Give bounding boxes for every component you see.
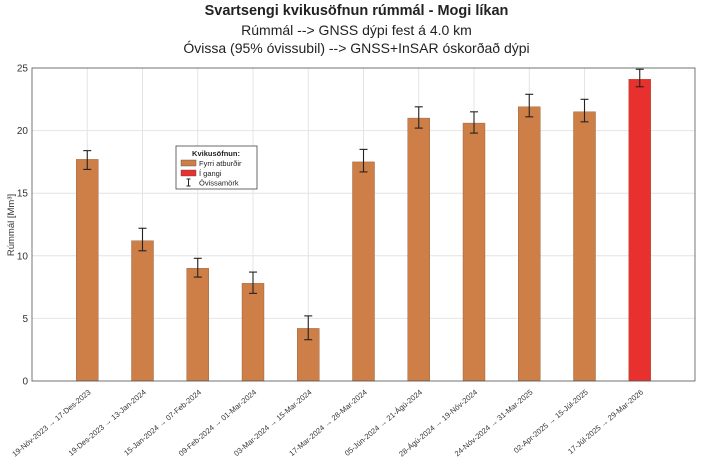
bar bbox=[131, 240, 154, 382]
error-bar bbox=[83, 150, 92, 170]
error-bar bbox=[525, 93, 534, 118]
y-tick-label: 5 bbox=[22, 314, 28, 325]
error-bar bbox=[304, 315, 313, 341]
legend-errorbar-icon bbox=[186, 178, 191, 187]
error-bar bbox=[470, 111, 478, 134]
y-tick-label: 20 bbox=[17, 126, 29, 137]
bar bbox=[462, 122, 486, 382]
chart-subtitle-2: Óvissa (95% óvissubil) --> GNSS+InSAR ós… bbox=[183, 40, 530, 56]
axes-frame bbox=[31, 67, 696, 382]
legend-box bbox=[175, 145, 258, 190]
error-bar bbox=[138, 227, 147, 252]
bar bbox=[76, 159, 99, 382]
legend-label-ongoing: Í gangi bbox=[199, 169, 222, 178]
error-bar bbox=[414, 106, 423, 129]
legend: Kvikusöfnun: Fyrri atburðir Í gangi Óvis… bbox=[175, 145, 258, 190]
legend-label-errorbar: Óvissamörk bbox=[199, 179, 239, 188]
legend-label-past: Fyrri atburðir bbox=[199, 159, 242, 168]
bar bbox=[352, 161, 375, 382]
error-bar bbox=[580, 98, 589, 123]
chart-subtitle-1: Rúmmál --> GNSS dýpi fest á 4.0 km bbox=[241, 22, 472, 38]
legend-swatch-past bbox=[180, 159, 197, 167]
error-bar bbox=[359, 148, 368, 173]
y-tick-label: 10 bbox=[17, 251, 29, 262]
error-bar bbox=[635, 68, 644, 88]
y-axis-label: Rúmmál [Mm³] bbox=[6, 194, 17, 256]
legend-swatch-ongoing bbox=[180, 169, 197, 177]
bar bbox=[518, 106, 541, 382]
y-tick-label: 0 bbox=[22, 377, 28, 388]
chart-title: Svartsengi kvikusöfnun rúmmál - Mogi lík… bbox=[204, 3, 509, 19]
error-bar bbox=[249, 271, 257, 294]
y-tick-label: 15 bbox=[17, 189, 29, 200]
legend-title: Kvikusöfnun: bbox=[192, 149, 240, 158]
bar-layer bbox=[76, 68, 651, 382]
bar bbox=[186, 268, 209, 382]
bar bbox=[573, 111, 596, 382]
bar bbox=[241, 283, 265, 382]
chart-titles: Svartsengi kvikusöfnun rúmmál - Mogi lík… bbox=[0, 2, 713, 57]
error-bar bbox=[193, 257, 202, 278]
bar bbox=[407, 117, 430, 382]
bar bbox=[628, 79, 651, 382]
y-tick-label: 25 bbox=[17, 64, 29, 75]
